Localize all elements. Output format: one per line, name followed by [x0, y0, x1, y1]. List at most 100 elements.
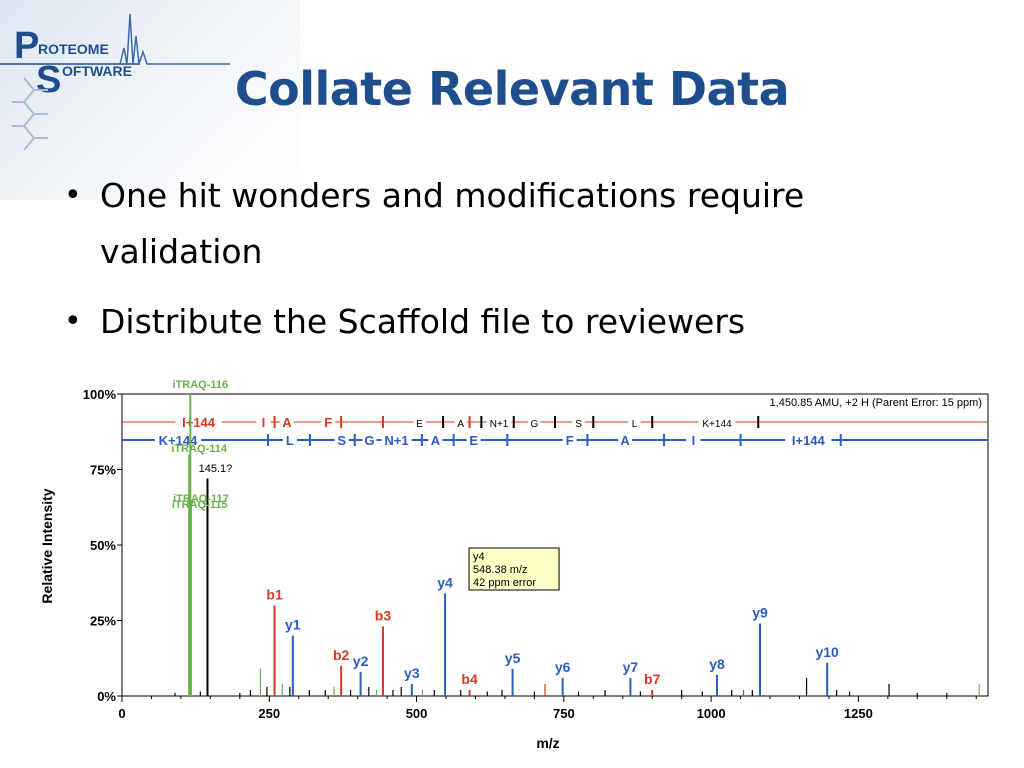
peak-label: b7 [644, 671, 661, 687]
x-tick-label: 500 [406, 706, 428, 721]
y-ladder-label-bg [686, 432, 701, 448]
y-tick-label: 100% [83, 387, 117, 402]
peak-label: y6 [555, 659, 571, 675]
y-ladder-label: A [620, 433, 630, 448]
y-tick-label: 75% [90, 463, 116, 478]
b-ladder-label: I+144 [182, 415, 216, 430]
peak-label: y4 [437, 574, 453, 590]
b-ladder-label: L [632, 419, 638, 430]
y-ladder-label: I+144 [792, 433, 826, 448]
bullet-text-line: Distribute the Scaffold file to reviewer… [100, 302, 746, 341]
peak-label: 145.1? [199, 463, 233, 475]
logo-word-1: ROTEOME [38, 41, 109, 57]
peak-label: iTRAQ-116 [173, 379, 229, 391]
x-axis-title: m/z [536, 735, 559, 751]
peak-label: iTRAQ-117 [173, 493, 229, 505]
b-ladder-label-bg [175, 415, 222, 429]
y-ladder-label-bg [785, 432, 832, 448]
peak-label: y3 [404, 665, 420, 681]
bullet-text-line: One hit wonders and modifications requir… [100, 176, 805, 215]
y-ladder-label-bg [362, 432, 377, 448]
bullet-text-line: validation [100, 232, 263, 271]
y-ladder-label: L [286, 433, 294, 448]
peak-label: y10 [815, 644, 839, 660]
y-ladder-label: G [364, 433, 374, 448]
y-ladder-label-bg [466, 432, 481, 448]
y-tick-label: 0% [97, 689, 116, 704]
logo-word-2: OFTWARE [62, 63, 132, 79]
peak-label: y1 [285, 617, 301, 633]
x-axis: 0 250 500 750 1000 1250 [118, 696, 977, 721]
peak-label: b3 [375, 608, 392, 624]
logo-background [0, 0, 300, 200]
proteome-software-logo: P ROTEOME S OFTWARE [0, 13, 230, 151]
b-ladder-label: K+144 [702, 419, 732, 430]
tooltip-box [468, 547, 560, 591]
x-tick-label: 750 [553, 706, 575, 721]
y-tick-label: 25% [90, 614, 116, 629]
b-ladder-label: A [282, 415, 292, 430]
b-ladder-label: I [262, 415, 266, 430]
x-tick-label: 250 [258, 706, 280, 721]
tooltip-line: 548.38 m/z [473, 564, 527, 576]
parent-info: 1,450.85 AMU, +2 H (Parent Error: 15 ppm… [770, 397, 982, 409]
logo-letter-s: S [36, 59, 61, 101]
y-ladder-label: K+144 [159, 433, 198, 448]
b-ladder-label-bg [321, 415, 336, 429]
y-ladder-label-bg [334, 432, 349, 448]
y-ladder-label-bg [428, 432, 443, 448]
y-ladder-label: S [337, 433, 346, 448]
y-ladder-label: F [566, 433, 574, 448]
b-ladder-label-bg [454, 415, 467, 429]
bullet-item: • Distribute the Scaffold file to review… [60, 294, 960, 350]
logo-letter-p: P [14, 25, 39, 67]
b-ladder-label-bg [279, 415, 294, 429]
b-ladder-label-bg [256, 415, 271, 429]
peak-label: b2 [333, 647, 350, 663]
b-ladder-label: A [457, 419, 464, 430]
b-ladder-label-bg [486, 415, 512, 429]
peak-label: iTRAQ-115 [172, 499, 228, 511]
x-tick-label: 1250 [844, 706, 873, 721]
peak-label: y7 [623, 659, 639, 675]
peak-label: b1 [266, 586, 283, 602]
peak-label: y2 [353, 653, 369, 669]
ms-spectrum-chart: 0% 25% 50% 75% 100% 0 250 500 750 1000 1250 m/z R… [39, 379, 989, 751]
tooltip-line: y4 [473, 551, 485, 563]
peaks [174, 394, 980, 696]
y-ladder-label-bg [381, 432, 412, 448]
y-ladder-label-bg [282, 432, 297, 448]
b-ladder-label: E [416, 419, 423, 430]
b-ladder-label: N+1 [490, 419, 509, 430]
tooltip-line: 42 ppm error [473, 577, 536, 589]
b-ladder-label-bg [572, 415, 585, 429]
peak-label: y5 [505, 650, 521, 666]
b-ladder-label-bg [528, 415, 541, 429]
y-tick-label: 50% [90, 538, 116, 553]
b-ladder-label: F [324, 415, 332, 430]
b-ladder-label-bg [628, 415, 641, 429]
slide-title: Collate Relevant Data [234, 62, 790, 116]
y-axis-title: Relative Intensity [39, 488, 55, 603]
x-tick-label: 1000 [697, 706, 726, 721]
y-ladder-label-bg [562, 432, 577, 448]
plot-area [121, 393, 989, 697]
bullet-icon: • [64, 178, 82, 213]
y-ladder-label: I [692, 433, 696, 448]
b-ladder-label: G [530, 419, 538, 430]
peak-label: y8 [709, 656, 725, 672]
bullet-item: • One hit wonders and modifications requ… [60, 168, 960, 280]
peak-label: iTRAQ-114 [171, 443, 228, 455]
y-ladder-label: E [469, 433, 478, 448]
peak-label: y9 [752, 605, 768, 621]
bullet-icon: • [64, 304, 82, 339]
b-ladder-label: S [575, 419, 582, 430]
y-axis: 0% 25% 50% 75% 100% [83, 387, 122, 704]
b-ladder-label-bg [698, 415, 736, 429]
bullet-list: • One hit wonders and modifications requ… [60, 168, 960, 364]
y-ladder-label: N+1 [384, 433, 408, 448]
y-ladder-label-bg [618, 432, 633, 448]
